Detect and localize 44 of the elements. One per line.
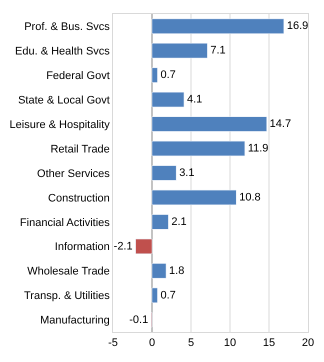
y-tick-label: Retail Trade — [50, 143, 110, 156]
y-tick-label: Manufacturing — [40, 314, 110, 327]
data-label: -0.1 — [129, 314, 148, 326]
bar — [152, 68, 158, 83]
y-tick-label: Federal Govt — [46, 70, 110, 82]
data-label: 10.8 — [239, 191, 261, 204]
data-label: 3.1 — [179, 167, 194, 179]
y-tick-label: Information — [54, 241, 110, 254]
y-tick-label: Prof. & Bus. Svcs — [24, 21, 110, 34]
data-label: 7.1 — [210, 44, 226, 57]
bar — [152, 263, 166, 278]
y-tick-label: Leisure & Hospitality — [10, 118, 110, 131]
y-tick-label: Other Services — [37, 168, 110, 180]
data-label: 2.1 — [171, 216, 187, 228]
data-label: 14.7 — [270, 118, 292, 130]
y-tick-label: Transp. & Utilities — [24, 290, 110, 302]
y-tick-label: Wholesale Trade — [27, 266, 110, 278]
data-label: 1.8 — [169, 264, 184, 277]
bar — [152, 165, 176, 181]
data-label: -2.1 — [114, 240, 133, 252]
x-tick-label: 10 — [224, 337, 236, 350]
bar — [152, 288, 158, 303]
data-label: 11.9 — [248, 142, 268, 155]
x-tick-label: 15 — [262, 337, 276, 350]
y-tick-label: Financial Activities — [20, 216, 110, 229]
bar — [152, 18, 284, 34]
x-tick-label: 0 — [148, 337, 156, 350]
bar — [152, 140, 246, 156]
data-label: 0.7 — [160, 289, 176, 302]
x-tick-label: 20 — [302, 337, 314, 350]
bar — [152, 116, 267, 132]
data-label: 16.9 — [286, 20, 308, 32]
bar — [135, 238, 152, 254]
bar — [152, 43, 208, 58]
y-tick-label: Construction — [48, 192, 110, 204]
x-tick-label: -5 — [108, 337, 118, 350]
bar — [152, 92, 184, 108]
bar — [152, 214, 169, 230]
data-label: 0.7 — [160, 69, 176, 82]
bar — [152, 190, 236, 206]
x-tick-label: 5 — [188, 337, 194, 350]
y-tick-label: Edu. & Health Svcs — [15, 46, 110, 58]
data-label: 4.1 — [186, 94, 202, 106]
y-tick-label: State & Local Govt — [18, 94, 110, 106]
